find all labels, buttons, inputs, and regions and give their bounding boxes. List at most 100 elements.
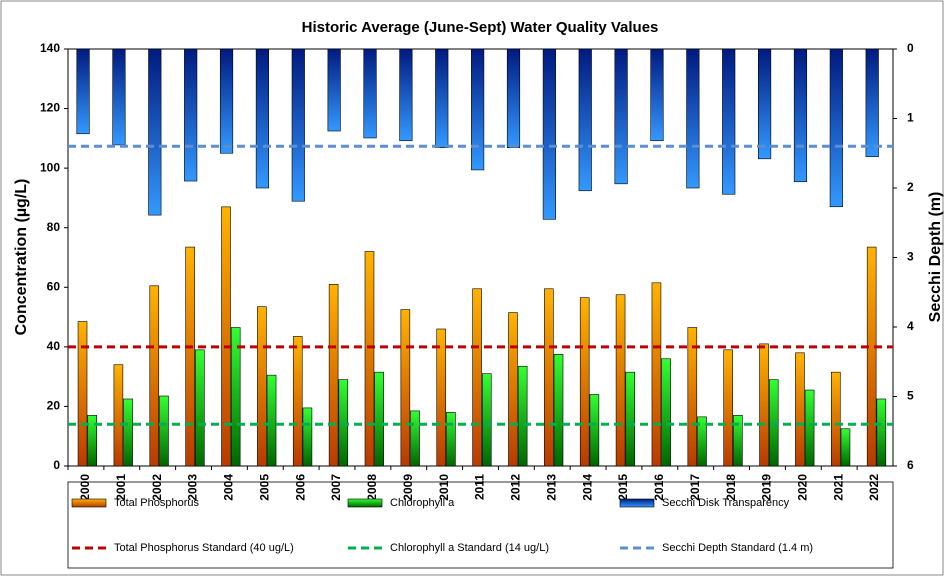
- bar: [446, 412, 456, 467]
- y-tick-label: 0: [53, 458, 60, 472]
- y-tick-label: 60: [47, 279, 61, 293]
- bar: [435, 48, 449, 148]
- bar: [399, 48, 413, 142]
- chart-title: Historic Average (June-Sept) Water Quali…: [302, 19, 659, 36]
- bar: [579, 297, 590, 467]
- y2-tick-label: 3: [907, 250, 914, 264]
- x-tick-label: 2007: [329, 474, 343, 501]
- bar: [327, 48, 341, 132]
- bar: [436, 328, 447, 467]
- bar: [553, 354, 564, 467]
- bar: [829, 48, 843, 208]
- bar: [159, 395, 169, 467]
- bar: [328, 284, 339, 467]
- bar: [374, 371, 384, 467]
- x-tick-label: 2022: [867, 474, 881, 501]
- bar: [292, 336, 303, 467]
- legend-swatch: [71, 498, 107, 508]
- bar: [257, 306, 267, 467]
- y2-tick-label: 5: [907, 389, 914, 403]
- legend-box: [67, 481, 894, 569]
- x-tick-label: 2001: [114, 474, 128, 501]
- bar: [410, 410, 420, 467]
- y-tick-label: 100: [40, 160, 60, 174]
- x-tick-label: 2012: [509, 474, 523, 501]
- bar: [255, 48, 269, 189]
- bar: [87, 415, 97, 467]
- y-tick-label: 80: [47, 220, 61, 234]
- bar: [481, 373, 492, 467]
- bar: [793, 48, 808, 183]
- bar: [795, 352, 805, 467]
- x-tick-label: 2003: [186, 474, 200, 501]
- x-tick-label: 2018: [724, 474, 738, 501]
- y2-tick-label: 2: [907, 180, 914, 194]
- bar: [578, 48, 592, 192]
- bar: [472, 288, 482, 467]
- x-tick-label: 2013: [544, 474, 558, 501]
- x-tick-label: 2010: [437, 474, 451, 501]
- bar: [149, 285, 160, 467]
- x-tick-label: 2004: [222, 474, 236, 501]
- y-axis-label: Concentration (µg/L): [13, 179, 30, 336]
- x-tick-label: 2011: [473, 474, 487, 500]
- bar: [758, 48, 772, 160]
- bar: [686, 48, 700, 189]
- bar: [865, 48, 879, 158]
- legend-label: Total Phosphorus: [114, 497, 199, 509]
- bar: [651, 282, 662, 467]
- x-tick-label: 2006: [293, 474, 307, 501]
- x-tick-label: 2009: [401, 474, 415, 501]
- bar: [364, 251, 375, 467]
- bar: [291, 48, 305, 202]
- legend-swatch: [347, 498, 383, 508]
- bar: [759, 343, 769, 467]
- bar: [195, 349, 205, 467]
- bar: [112, 48, 126, 146]
- legend-label: Secchi Depth Standard (1.4 m): [662, 542, 813, 554]
- x-tick-label: 2014: [580, 474, 594, 501]
- bar: [866, 246, 877, 467]
- bar: [185, 246, 195, 467]
- bar: [733, 415, 743, 467]
- bar: [400, 309, 411, 467]
- x-tick-label: 2005: [257, 474, 271, 501]
- bar: [840, 428, 851, 467]
- bar: [687, 327, 698, 467]
- bar: [614, 48, 628, 185]
- bar: [363, 48, 377, 139]
- x-tick-label: 2019: [760, 474, 774, 501]
- bar: [506, 48, 521, 148]
- y-tick-label: 40: [47, 339, 61, 353]
- legend-label: Chlorophyll a Standard (14 ug/L): [390, 542, 549, 554]
- x-tick-label: 2016: [652, 474, 666, 501]
- bar: [542, 48, 556, 220]
- x-tick-label: 2015: [616, 474, 630, 501]
- y2-tick-label: 1: [907, 111, 914, 125]
- x-tick-label: 2008: [365, 474, 379, 501]
- y2-tick-label: 0: [907, 41, 914, 55]
- bar: [831, 371, 841, 467]
- bar: [697, 416, 707, 467]
- x-tick-label: 2017: [688, 474, 702, 501]
- bar: [508, 312, 518, 467]
- bar: [123, 398, 133, 467]
- bar: [876, 398, 887, 467]
- y2-tick-label: 6: [907, 458, 914, 472]
- bar: [661, 358, 671, 467]
- y2-tick-label: 4: [907, 319, 914, 333]
- bar: [471, 48, 485, 171]
- y-tick-label: 20: [47, 399, 61, 413]
- bar: [302, 407, 313, 467]
- bar: [517, 365, 528, 467]
- bar: [230, 327, 241, 467]
- bar: [266, 374, 277, 467]
- legend-swatch: [619, 498, 655, 508]
- bar: [76, 48, 90, 135]
- x-tick-label: 2000: [78, 474, 92, 501]
- bar: [219, 48, 234, 154]
- bar: [221, 206, 231, 467]
- bar: [544, 288, 554, 467]
- legend-label: Total Phosphorus Standard (40 ug/L): [114, 542, 294, 554]
